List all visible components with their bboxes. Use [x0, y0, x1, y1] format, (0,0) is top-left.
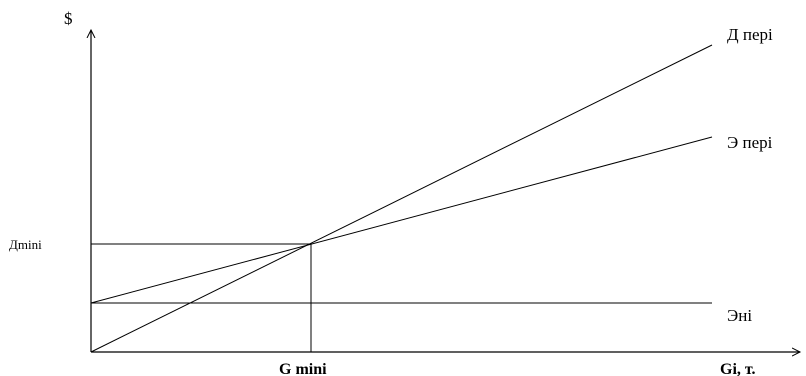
- line-e-peri-label: Э пері: [727, 133, 773, 152]
- line-d-peri: [90, 44, 713, 353]
- x-axis-label: Gi, т.: [720, 361, 756, 376]
- x-marker-label: G mini: [279, 361, 327, 376]
- y-marker-label: Дmini: [9, 237, 42, 252]
- line-eni-label: Эні: [727, 306, 752, 325]
- y-axis-label: $: [64, 9, 73, 28]
- line-d-peri-label: Д пері: [727, 25, 773, 44]
- line-e-peri: [90, 136, 713, 304]
